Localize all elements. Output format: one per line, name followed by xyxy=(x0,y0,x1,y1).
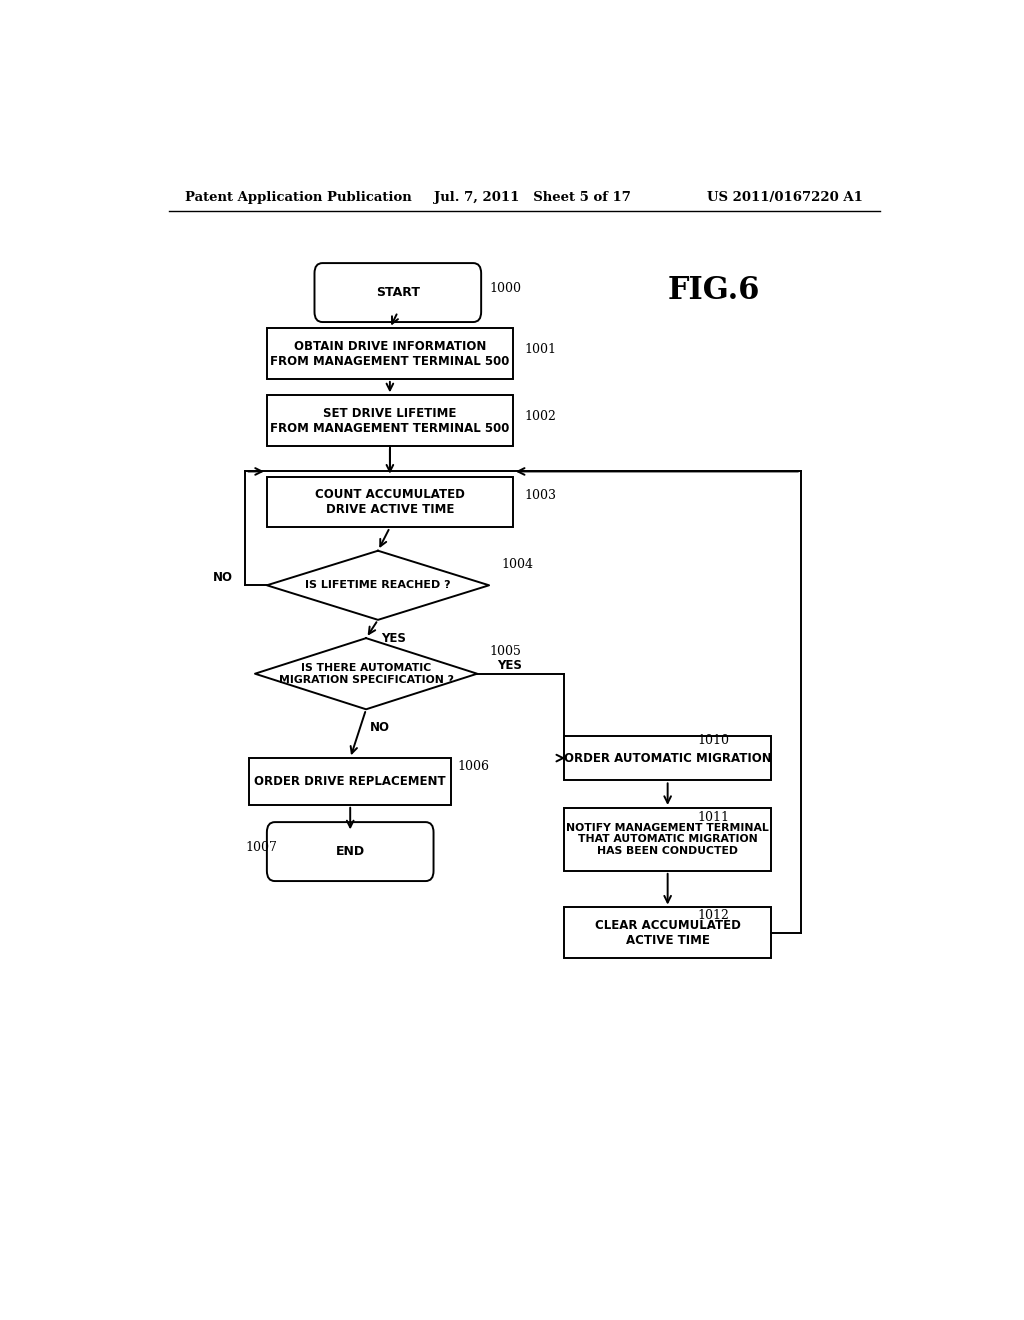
Bar xyxy=(564,808,771,871)
Bar xyxy=(249,758,452,805)
Bar xyxy=(267,395,513,446)
Text: NOTIFY MANAGEMENT TERMINAL
THAT AUTOMATIC MIGRATION
HAS BEEN CONDUCTED: NOTIFY MANAGEMENT TERMINAL THAT AUTOMATI… xyxy=(566,822,769,855)
Text: END: END xyxy=(336,845,365,858)
Text: COUNT ACCUMULATED
DRIVE ACTIVE TIME: COUNT ACCUMULATED DRIVE ACTIVE TIME xyxy=(315,488,465,516)
Polygon shape xyxy=(267,550,489,620)
Text: ORDER AUTOMATIC MIGRATION: ORDER AUTOMATIC MIGRATION xyxy=(564,751,771,764)
FancyBboxPatch shape xyxy=(314,263,481,322)
Text: NO: NO xyxy=(213,570,233,583)
Text: NO: NO xyxy=(371,721,390,734)
FancyBboxPatch shape xyxy=(267,822,433,880)
Text: 1005: 1005 xyxy=(489,645,521,657)
Polygon shape xyxy=(255,638,477,709)
Text: 1001: 1001 xyxy=(524,343,557,356)
Bar xyxy=(267,477,513,528)
Text: SET DRIVE LIFETIME
FROM MANAGEMENT TERMINAL 500: SET DRIVE LIFETIME FROM MANAGEMENT TERMI… xyxy=(270,407,510,434)
Text: ORDER DRIVE REPLACEMENT: ORDER DRIVE REPLACEMENT xyxy=(254,775,446,788)
Text: 1007: 1007 xyxy=(246,841,278,854)
Text: 1006: 1006 xyxy=(458,760,489,772)
Text: 1000: 1000 xyxy=(489,282,521,294)
Text: YES: YES xyxy=(497,659,522,672)
Text: 1010: 1010 xyxy=(697,734,730,747)
Text: 1003: 1003 xyxy=(524,490,557,503)
Text: 1002: 1002 xyxy=(524,411,557,424)
Text: US 2011/0167220 A1: US 2011/0167220 A1 xyxy=(708,190,863,203)
Text: 1011: 1011 xyxy=(697,810,730,824)
Text: FIG.6: FIG.6 xyxy=(668,275,760,306)
Text: CLEAR ACCUMULATED
ACTIVE TIME: CLEAR ACCUMULATED ACTIVE TIME xyxy=(595,919,740,946)
Bar xyxy=(267,329,513,379)
Text: 1004: 1004 xyxy=(501,558,532,572)
Text: IS LIFETIME REACHED ?: IS LIFETIME REACHED ? xyxy=(305,581,451,590)
Bar xyxy=(564,735,771,780)
Text: 1012: 1012 xyxy=(697,909,730,923)
Text: Patent Application Publication: Patent Application Publication xyxy=(185,190,412,203)
Bar xyxy=(564,907,771,958)
Text: OBTAIN DRIVE INFORMATION
FROM MANAGEMENT TERMINAL 500: OBTAIN DRIVE INFORMATION FROM MANAGEMENT… xyxy=(270,339,510,367)
Text: YES: YES xyxy=(381,632,407,644)
Text: START: START xyxy=(376,286,420,300)
Text: IS THERE AUTOMATIC
MIGRATION SPECIFICATION ?: IS THERE AUTOMATIC MIGRATION SPECIFICATI… xyxy=(279,663,454,685)
Text: Jul. 7, 2011   Sheet 5 of 17: Jul. 7, 2011 Sheet 5 of 17 xyxy=(433,190,631,203)
